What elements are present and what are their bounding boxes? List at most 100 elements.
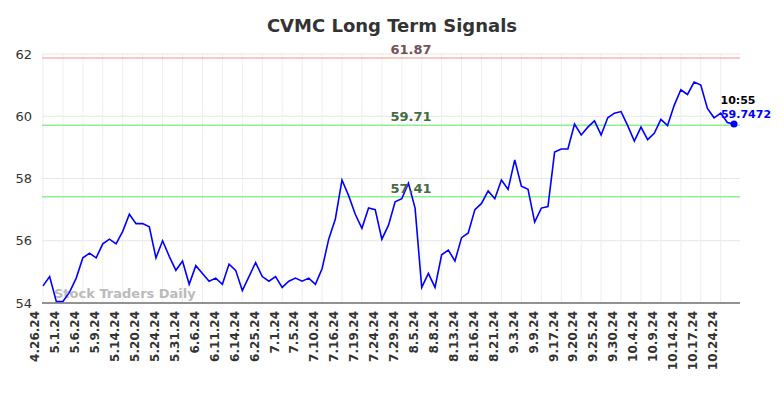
y-tick-label: 58: [15, 171, 32, 186]
x-tick: 6.6.24: [188, 303, 203, 354]
y-tick: 54: [15, 296, 42, 311]
x-tick: 9.9.24: [527, 303, 542, 354]
y-tick: 56: [15, 233, 42, 248]
x-tick: 7.5.24: [287, 303, 302, 354]
x-tick: 9.30.24: [606, 303, 621, 362]
x-tick: 8.13.24: [447, 303, 462, 362]
x-tick-label: 10.4.24: [626, 311, 640, 362]
grid-line: [282, 54, 283, 303]
x-tick-label: 7.16.24: [327, 311, 341, 362]
x-tick: 8.16.24: [467, 303, 482, 362]
x-tick: 6.14.24: [228, 303, 243, 362]
x-tick: 7.16.24: [327, 303, 342, 362]
x-tick: 8.5.24: [407, 303, 422, 354]
grid-line: [481, 54, 482, 303]
y-tick: 62: [15, 47, 42, 62]
x-tick-label: 5.6.24: [68, 311, 82, 354]
y-tick-label: 54: [15, 296, 32, 311]
x-tick: 9.3.24: [507, 303, 522, 354]
x-tick-label: 7.1.24: [267, 311, 281, 354]
grid-line: [621, 54, 622, 303]
x-tick: 6.11.24: [208, 303, 223, 362]
y-tick-label: 62: [15, 47, 32, 62]
x-tick: 7.1.24: [267, 303, 282, 354]
grid-line: [361, 54, 362, 303]
x-tick-label: 5.9.24: [88, 311, 102, 354]
grid-line: [700, 54, 701, 303]
x-tick-label: 8.21.24: [487, 311, 501, 362]
x-tick-label: 9.17.24: [547, 311, 561, 362]
x-tick-label: 7.5.24: [287, 311, 301, 354]
reference-line: [42, 196, 740, 198]
grid-line: [421, 54, 422, 303]
reference-line: [42, 125, 740, 127]
x-tick-label: 9.25.24: [586, 311, 600, 362]
grid-line: [42, 240, 740, 241]
x-axis-line: [42, 303, 740, 304]
x-tick-label: 9.3.24: [507, 311, 521, 354]
grid-line: [401, 54, 402, 303]
x-tick-label: 7.24.24: [367, 311, 381, 362]
x-tick: 9.20.24: [566, 303, 581, 362]
grid-line: [43, 54, 44, 303]
x-tick-label: 10.17.24: [686, 311, 700, 370]
grid-line: [660, 54, 661, 303]
x-tick-label: 5.1.24: [48, 311, 62, 354]
grid-line: [182, 54, 183, 303]
x-tick: 5.1.24: [48, 303, 63, 354]
grid-line: [441, 54, 442, 303]
grid-line: [102, 54, 103, 303]
y-tick-label: 56: [15, 233, 32, 248]
grid-line: [601, 54, 602, 303]
x-tick: 7.10.24: [307, 303, 322, 362]
x-tick: 9.17.24: [547, 303, 562, 362]
grid-line: [62, 54, 63, 303]
grid-line: [122, 54, 123, 303]
grid-line: [501, 54, 502, 303]
x-tick: 9.25.24: [586, 303, 601, 362]
x-tick: 8.8.24: [427, 303, 442, 354]
last-value-label: 59.7472: [721, 108, 771, 121]
reference-line: [42, 57, 740, 59]
x-tick-label: 5.24.24: [148, 311, 162, 362]
x-tick: 5.6.24: [68, 303, 83, 354]
grid-line: [222, 54, 223, 303]
reference-label: 57.41: [390, 181, 431, 196]
x-tick: 10.9.24: [646, 303, 661, 362]
x-tick-label: 7.29.24: [387, 311, 401, 362]
y-tick: 60: [15, 109, 42, 124]
x-tick-label: 10.14.24: [666, 311, 680, 370]
x-tick: 4.26.24: [28, 303, 43, 362]
x-tick: 7.19.24: [347, 303, 362, 362]
x-tick-label: 8.13.24: [447, 311, 461, 362]
x-tick: 10.14.24: [666, 303, 681, 370]
grid-line: [142, 54, 143, 303]
x-tick: 5.9.24: [88, 303, 103, 354]
x-tick-label: 5.20.24: [128, 311, 142, 362]
x-tick: 10.24.24: [706, 303, 721, 370]
x-tick-label: 8.5.24: [407, 311, 421, 354]
grid-line: [461, 54, 462, 303]
x-tick: 8.21.24: [487, 303, 502, 362]
x-tick-label: 6.11.24: [208, 311, 222, 362]
x-tick: 10.17.24: [686, 303, 701, 370]
grid-line: [720, 54, 721, 303]
x-tick-label: 8.16.24: [467, 311, 481, 362]
grid-line: [561, 54, 562, 303]
x-tick: 5.24.24: [148, 303, 163, 362]
x-tick-label: 9.20.24: [566, 311, 580, 362]
grid-line: [242, 54, 243, 303]
x-tick-label: 7.19.24: [347, 311, 361, 362]
x-tick: 5.14.24: [108, 303, 123, 362]
x-tick: 10.4.24: [626, 303, 641, 362]
x-tick-label: 10.24.24: [706, 311, 720, 370]
price-line: [43, 82, 734, 301]
grid-line: [521, 54, 522, 303]
x-tick: 6.25.24: [248, 303, 263, 362]
y-axis-line: [42, 55, 43, 304]
grid-line: [541, 54, 542, 303]
x-tick-label: 7.10.24: [307, 311, 321, 362]
chart: CVMC Long Term Signals54565860624.26.245…: [0, 0, 784, 398]
x-axis: 4.26.24 5.1.24 5.6.24 5.9.24 5.14.24 5.20.24 5…: [28, 303, 740, 370]
x-tick-label: 8.8.24: [427, 311, 441, 354]
